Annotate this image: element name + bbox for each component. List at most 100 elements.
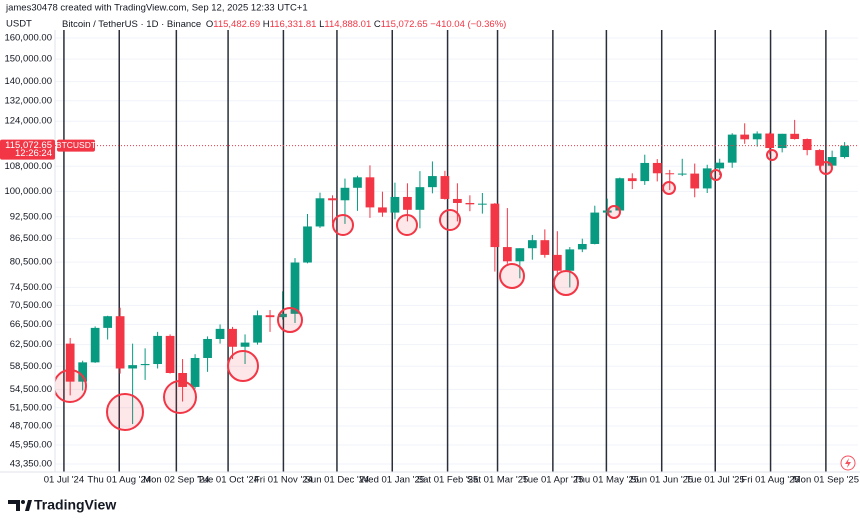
candle-body: [527, 240, 537, 249]
candle-body: [652, 162, 662, 174]
candle-body: [777, 133, 787, 149]
candle-body: [640, 162, 650, 182]
candle-body: [253, 315, 262, 343]
legend-value: 115,482.69: [213, 19, 260, 30]
legend-prefix: C: [374, 19, 381, 30]
candle-body: [190, 357, 200, 387]
candle-body: [727, 134, 737, 163]
y-tick-label: 62,500.00: [10, 339, 52, 350]
y-tick-label: 51,500.00: [10, 402, 52, 413]
candle-body: [715, 162, 725, 169]
candle-body: [390, 196, 400, 213]
highlight-circle: [662, 181, 676, 195]
icon-bolt: [845, 458, 851, 468]
candle-body: [178, 372, 187, 387]
candle-body: [78, 362, 88, 382]
y-tick-label: 160,000.00: [4, 33, 52, 44]
candle-body: [128, 365, 137, 369]
candle-body: [515, 248, 525, 262]
y-tick-label: 108,000.00: [4, 161, 52, 172]
candle-body: [465, 202, 475, 205]
lightning-icon: [840, 455, 856, 471]
price-axis-bg: [0, 30, 55, 472]
candle-body: [740, 134, 750, 140]
candle-body: [203, 338, 212, 358]
candle-body: [577, 243, 587, 250]
candle-body: [303, 226, 312, 263]
highlight-circle: [106, 393, 144, 431]
candle-body: [502, 247, 512, 262]
legend-value: 115,072.65: [381, 19, 428, 30]
candle-body: [665, 173, 675, 175]
legend-symbol: Bitcoin / TetherUS · 1D · Binance: [62, 19, 201, 30]
candle-body: [627, 178, 637, 182]
x-tick-label: Thu 01 Aug '24: [87, 475, 151, 486]
candle-body: [702, 168, 712, 189]
candle-body: [153, 335, 162, 365]
candle-body: [403, 196, 412, 210]
grid: [55, 37, 858, 465]
y-tick-label: 58,500.00: [10, 361, 52, 372]
x-tick-label: Wed 01 Jan '25: [359, 475, 425, 486]
x-tick-label: Tue 01 Jul '25: [686, 475, 745, 486]
x-tick-label: Sat 01 Mar '25: [467, 475, 529, 486]
candle-body: [415, 187, 425, 210]
y-tick-label: 66,500.00: [10, 319, 52, 330]
highlight-circle: [553, 270, 579, 296]
y-tick-label: 150,000.00: [4, 54, 52, 65]
candle-body: [115, 316, 125, 369]
highlight-circle: [53, 369, 87, 403]
candle-body: [65, 343, 75, 382]
candle-body: [278, 313, 287, 318]
candle-body: [590, 212, 600, 244]
y-tick-label: 43,350.00: [10, 459, 52, 470]
candle-body: [490, 203, 500, 248]
logo-dot: [21, 500, 25, 504]
legend-prefix: L: [319, 19, 324, 30]
countdown-label: 12:26:24: [15, 148, 52, 159]
highlight-circle: [332, 214, 354, 236]
y-tick-label: 54,500.00: [10, 384, 52, 395]
candle-body: [315, 198, 325, 227]
candle-body: [353, 177, 362, 188]
highlight-circles: [53, 149, 833, 431]
axes: [0, 30, 860, 488]
candle-body: [677, 173, 687, 175]
x-tick-label: Mon 01 Sep '25: [793, 475, 859, 486]
highlight-circle: [439, 209, 461, 231]
candle-body: [752, 133, 762, 140]
y-tick-label: 70,500.00: [10, 300, 52, 311]
y-tick-label: 45,950.00: [10, 440, 52, 451]
y-tick-label: 48,700.00: [10, 421, 52, 432]
candle-body: [540, 240, 550, 255]
logo-mark: [8, 500, 20, 511]
x-tick-label: Sat 01 Feb '25: [417, 475, 479, 486]
highlight-circle: [396, 214, 418, 236]
y-tick-label: 92,500.00: [10, 211, 52, 222]
highlight-circle: [227, 350, 259, 382]
highlight-circle: [819, 161, 833, 175]
x-tick-label: Sun 01 Dec '24: [305, 475, 370, 486]
legend-change: −410.04 (−0.36%): [430, 19, 506, 30]
y-tick-label: 124,000.00: [4, 116, 52, 127]
candle-body: [815, 150, 825, 166]
candle-body: [765, 133, 775, 149]
highlight-circle: [607, 205, 621, 219]
y-tick-label: 100,000.00: [4, 186, 52, 197]
candle-body: [215, 328, 225, 339]
legend: Bitcoin / TetherUS · 1D · Binance O115,4…: [62, 19, 506, 30]
candle-body: [827, 157, 837, 166]
candle-body: [790, 133, 800, 140]
symbol-tag: [57, 139, 95, 152]
highlight-circle: [277, 307, 303, 333]
legend-value: 116,331.81: [270, 19, 317, 30]
candle-body: [340, 187, 350, 201]
y-tick-label: 80,500.00: [10, 257, 52, 268]
x-tick-label: Thu 01 May '25: [574, 475, 639, 486]
highlight-circle: [710, 169, 722, 181]
candle-body: [290, 262, 300, 314]
y-tick-label: 132,000.00: [4, 95, 52, 106]
candle-body: [478, 203, 487, 205]
y-tick-label: 140,000.00: [4, 76, 52, 87]
